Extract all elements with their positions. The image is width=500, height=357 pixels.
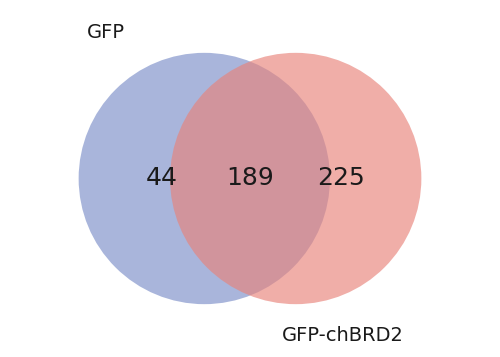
Text: GFP-chBRD2: GFP-chBRD2 (282, 326, 404, 345)
Text: 44: 44 (146, 166, 178, 191)
Circle shape (78, 53, 330, 304)
Circle shape (170, 53, 421, 304)
Text: 225: 225 (318, 166, 366, 191)
Text: GFP: GFP (87, 23, 125, 42)
Text: 189: 189 (226, 166, 274, 191)
